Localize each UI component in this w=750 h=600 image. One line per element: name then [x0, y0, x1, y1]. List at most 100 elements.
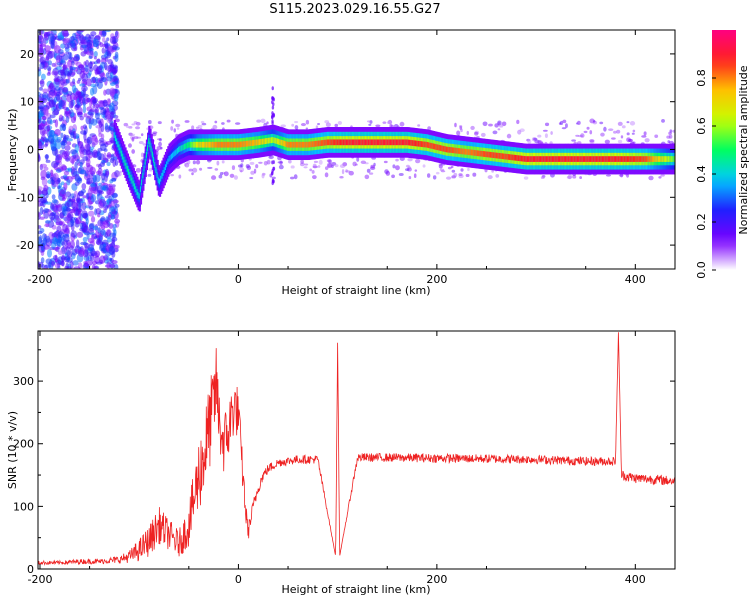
ridge-cell [274, 137, 277, 144]
band-speck [474, 131, 479, 136]
ridge-cell [320, 140, 324, 146]
ridge-cell [397, 139, 400, 146]
ridge-cell [335, 139, 338, 146]
band-speck [293, 174, 298, 180]
ridge-cell [470, 149, 474, 156]
noise-speck [44, 108, 49, 117]
ridge-cell [430, 142, 433, 149]
ridge-cell [118, 144, 121, 151]
noise-speck [80, 125, 84, 131]
ridge-cell [144, 158, 147, 165]
ridge-cell [304, 141, 307, 148]
noise-speck [41, 134, 46, 142]
band-speck [133, 136, 139, 140]
ridge-cell [136, 189, 139, 195]
ridge-cell [125, 162, 128, 169]
noise-speck [50, 138, 55, 145]
band-speck [199, 167, 203, 171]
ridge-cell [231, 141, 234, 148]
ridge-cell [519, 155, 522, 162]
band-speck [499, 124, 504, 128]
band-speck [611, 137, 616, 140]
noise-speck [109, 36, 116, 45]
noise-speck [64, 145, 71, 151]
noise-speck [58, 114, 64, 122]
ridge-cell [513, 154, 516, 161]
ridge-cell [242, 141, 245, 148]
noise-speck [84, 173, 88, 177]
y-tick-label: 10 [20, 96, 34, 109]
ridge-cell [670, 156, 674, 162]
band-speck [544, 122, 550, 127]
ridge-cell [669, 156, 672, 162]
ridge-cell [127, 169, 131, 175]
ridge-cell [332, 139, 335, 146]
noise-speck [64, 266, 69, 269]
noise-speck [40, 196, 48, 203]
noise-speck [102, 109, 106, 114]
band-speck [482, 121, 488, 127]
noise-speck [44, 45, 51, 52]
band-speck [317, 122, 321, 126]
band-speck [562, 119, 567, 124]
band-speck [628, 138, 633, 142]
band-speck [632, 129, 636, 133]
ridge-cell [269, 137, 272, 144]
ridge-cell [235, 141, 238, 148]
noise-speck [73, 96, 78, 101]
noise-speck [95, 77, 99, 84]
band-speck [438, 163, 443, 169]
band-speck [258, 161, 263, 164]
band-speck [654, 134, 659, 138]
band-speck [324, 172, 329, 178]
ridge-cell [495, 152, 499, 159]
noise-speck [61, 197, 66, 202]
ridge-cell [489, 151, 493, 158]
noise-speck [44, 219, 51, 224]
ridge-cell [348, 139, 351, 146]
ridge-cell [170, 153, 174, 160]
noise-speck [97, 163, 102, 170]
y-tick-label: -10 [16, 191, 34, 204]
band-speck [128, 126, 133, 129]
band-speck [415, 158, 421, 164]
ridge-cell [361, 139, 364, 146]
noise-speck [38, 153, 41, 162]
band-speck [383, 160, 388, 164]
ridge-cell [458, 148, 462, 154]
ridge-cell [122, 153, 125, 160]
band-speck [135, 126, 141, 130]
ridge-cell [614, 156, 618, 162]
noise-speck [76, 192, 80, 202]
ridge-cell [604, 156, 607, 162]
band-speck [131, 136, 135, 142]
ridge-cell [455, 147, 458, 154]
ridge-cell [264, 138, 268, 145]
noise-speck [55, 92, 61, 101]
ridge-cell [329, 139, 332, 146]
ridge-cell [659, 156, 662, 162]
ridge-cell [634, 156, 637, 162]
band-speck [325, 122, 331, 128]
ridge-cell [582, 156, 586, 162]
noise-speck [62, 209, 68, 217]
band-speck [643, 131, 647, 136]
noise-speck [73, 56, 80, 62]
ridge-cell [266, 138, 269, 144]
ridge-cell [643, 156, 646, 162]
noise-speck [39, 56, 46, 64]
band-speck [621, 125, 626, 129]
noise-speck [42, 94, 47, 99]
band-speck [191, 172, 194, 176]
ridge-cell [556, 156, 559, 162]
band-speck [191, 125, 195, 131]
ridge-cell [222, 141, 225, 148]
ridge-cell [339, 139, 343, 146]
ridge-cell [143, 165, 146, 172]
band-speck [644, 138, 650, 143]
band-speck [266, 121, 269, 125]
ridge-cell [154, 162, 157, 168]
noise-speck [54, 77, 60, 83]
noise-speck [100, 228, 105, 236]
ridge-cell [472, 149, 475, 156]
